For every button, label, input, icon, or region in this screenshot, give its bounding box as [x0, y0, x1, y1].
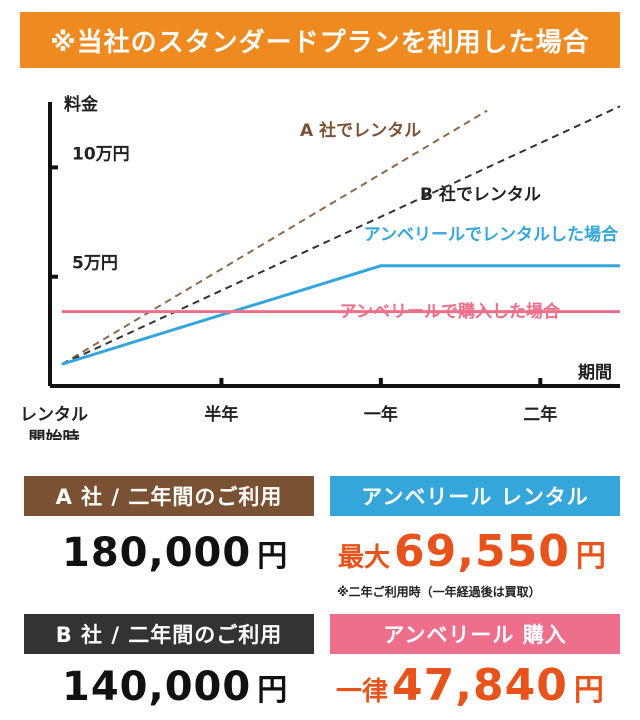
rental-unit: 円 — [575, 539, 606, 574]
rental-amount: 最大 69,550 円 — [338, 526, 606, 577]
purchase-prefix: 一律 — [336, 677, 389, 707]
y-axis-label: 料金 — [64, 94, 99, 115]
company-b-header: B 社 / 二年間のご利用 — [24, 614, 314, 654]
series-line-0 — [61, 109, 488, 366]
company-a-unit: 円 — [257, 539, 288, 574]
x-tick-label-3: 二年 — [523, 404, 557, 425]
company-a-header: A 社 / 二年間のご利用 — [24, 476, 314, 516]
company-a-amount: 180,000 円 — [62, 530, 287, 576]
series-label-2: アンベリールでレンタルした場合 — [364, 224, 619, 245]
series-label-1: B 社でレンタル — [420, 184, 541, 205]
series-line-2 — [61, 264, 620, 366]
y-tick-label-1: 10万円 — [72, 144, 130, 164]
y-tick-label-0: 5万円 — [72, 254, 118, 274]
x-tick-label-0-0: レンタル — [20, 405, 88, 425]
x-tick-label-1: 半年 — [204, 404, 238, 425]
rental-prefix: 最大 — [338, 543, 391, 573]
x-tick-label-2: 一年 — [364, 404, 398, 425]
rental-header: アンベリール レンタル — [330, 476, 620, 516]
company-b-price: 140,000 — [62, 664, 252, 710]
x-axis-label: 期間 — [578, 363, 612, 383]
x-tick-label-0-1: 開始時 — [29, 428, 80, 440]
company-b-unit: 円 — [257, 673, 288, 708]
company-a-price: 180,000 — [62, 530, 252, 576]
company-b-amount: 140,000 円 — [62, 664, 287, 710]
rental-note: ※二年ご利用時（一年経過後は買取） — [337, 585, 541, 599]
purchase-amount: 一律 47,840 円 — [336, 660, 604, 711]
purchase-unit: 円 — [573, 673, 604, 708]
series-label-3: アンベリールで購入した場合 — [340, 301, 561, 322]
purchase-header: アンベリール 購入 — [330, 614, 620, 654]
series-line-1 — [61, 105, 621, 366]
series-label-0: A 社でレンタル — [300, 120, 421, 141]
purchase-price: 47,840 — [392, 660, 568, 711]
plan-banner: ※当社のスタンダードプランを利用した場合 — [20, 12, 620, 68]
rental-price: 69,550 — [394, 526, 570, 577]
